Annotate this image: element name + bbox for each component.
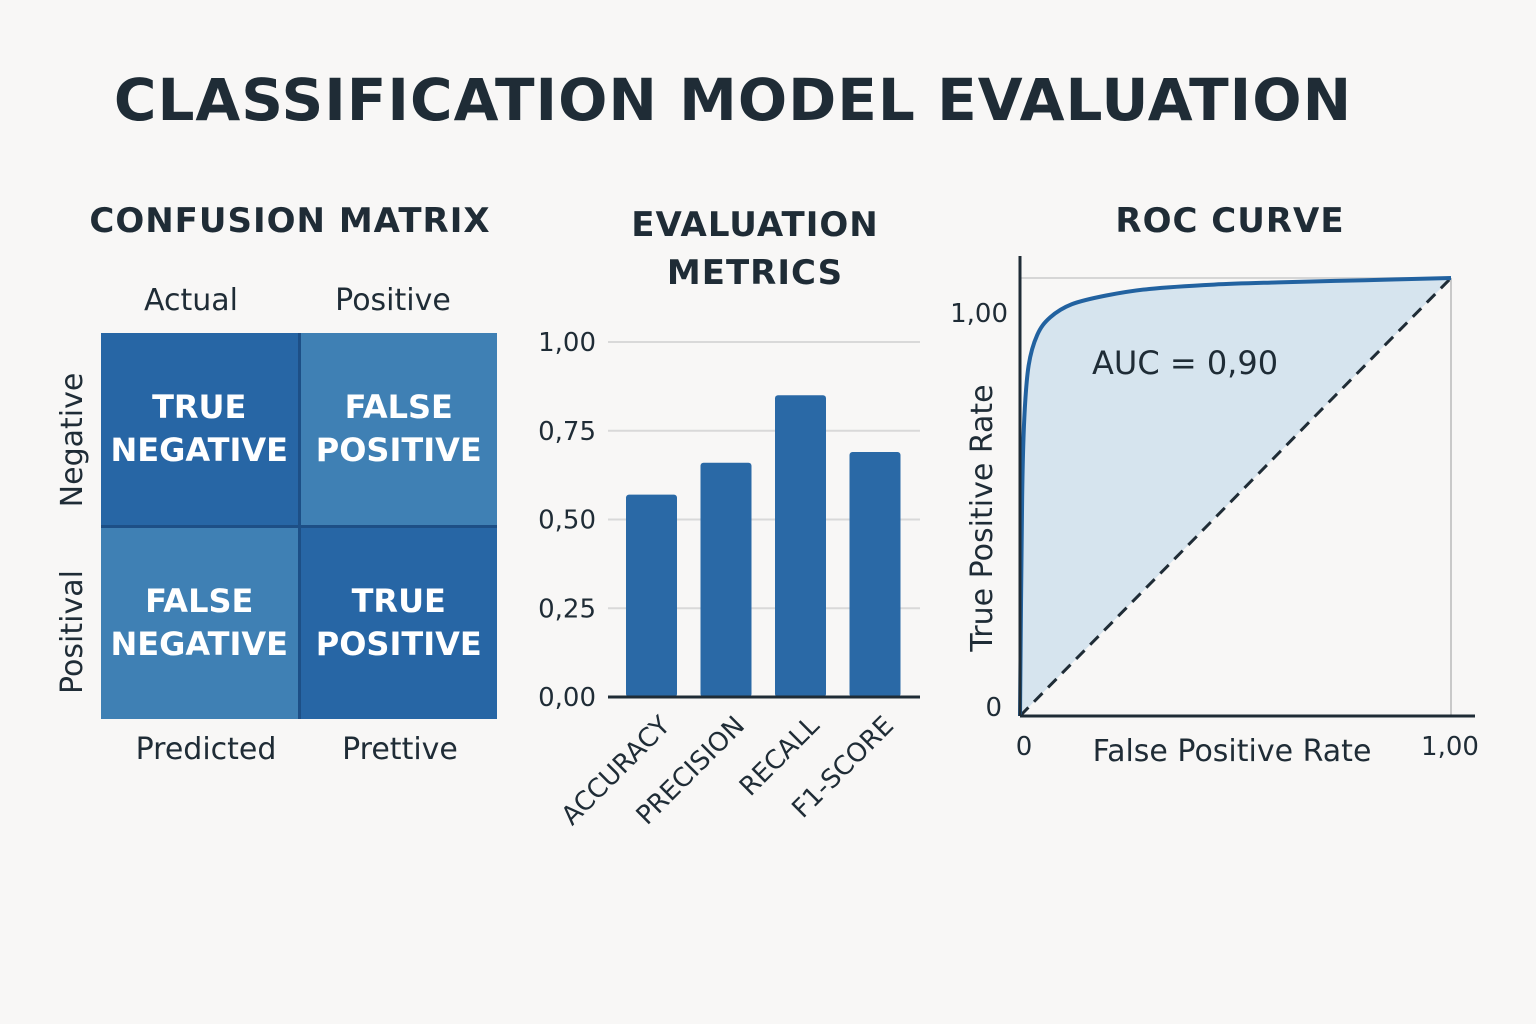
bar xyxy=(849,452,901,697)
page-title: CLASSIFICATION MODEL EVALUATION xyxy=(113,66,1353,134)
cm-top-label-actual: Actual xyxy=(144,283,238,318)
y-tick-label: 0,75 xyxy=(538,417,596,447)
metrics-chart-title: EVALUATION METRICS xyxy=(631,205,879,293)
bar xyxy=(775,395,826,697)
y-axis-title: True Positive Rate xyxy=(965,384,1000,652)
roc-chart-title: ROC CURVE xyxy=(1115,201,1345,241)
metrics-bar-chart: 0,000,250,500,751,00ACCURACYPRECISIONREC… xyxy=(538,328,920,831)
cm-cell-false-negative: FALSE NEGATIVE xyxy=(101,527,298,719)
cm-side-label-negative: Negative xyxy=(55,372,90,508)
x-tick-label: 1,00 xyxy=(1421,732,1479,762)
auc-annotation: AUC = 0,90 xyxy=(1092,344,1278,382)
random-baseline-line xyxy=(1018,276,1453,718)
y-tick-label: 1,00 xyxy=(538,328,596,358)
roc-curve-line xyxy=(1018,276,1452,717)
cm-bottom-label-predicted: Predicted xyxy=(135,732,277,767)
x-tick-label: 0 xyxy=(1016,732,1033,762)
cm-bottom-label-prettive: Prettive xyxy=(342,732,458,767)
y-tick-label: 0,00 xyxy=(538,683,596,713)
y-tick-label: 0,50 xyxy=(538,506,596,536)
cm-cell-true-positive: TRUE POSITIVE xyxy=(300,527,497,719)
y-tick-label: 1,00 xyxy=(950,299,1008,329)
cm-cell-true-negative: TRUE NEGATIVE xyxy=(101,333,298,525)
y-tick-label: 0,25 xyxy=(538,594,596,624)
cm-side-label-positive: Positival xyxy=(55,570,90,694)
confusion-matrix-title: CONFUSION MATRIX xyxy=(89,201,491,241)
cm-top-label-positive: Positive xyxy=(335,283,451,318)
bar xyxy=(700,462,752,697)
x-axis-title: False Positive Rate xyxy=(1093,734,1372,769)
roc-curve-chart: 1,00 00 1,00 False Positive Rate True Positi… xyxy=(950,256,1479,769)
bar xyxy=(626,494,677,697)
y-tick-label: 0 xyxy=(985,693,1002,723)
confusion-matrix-grid: TRUE NEGATIVE FALSE POSITIVE FALSE NEGAT… xyxy=(101,333,497,719)
cm-cell-false-positive: FALSE POSITIVE xyxy=(300,333,497,525)
